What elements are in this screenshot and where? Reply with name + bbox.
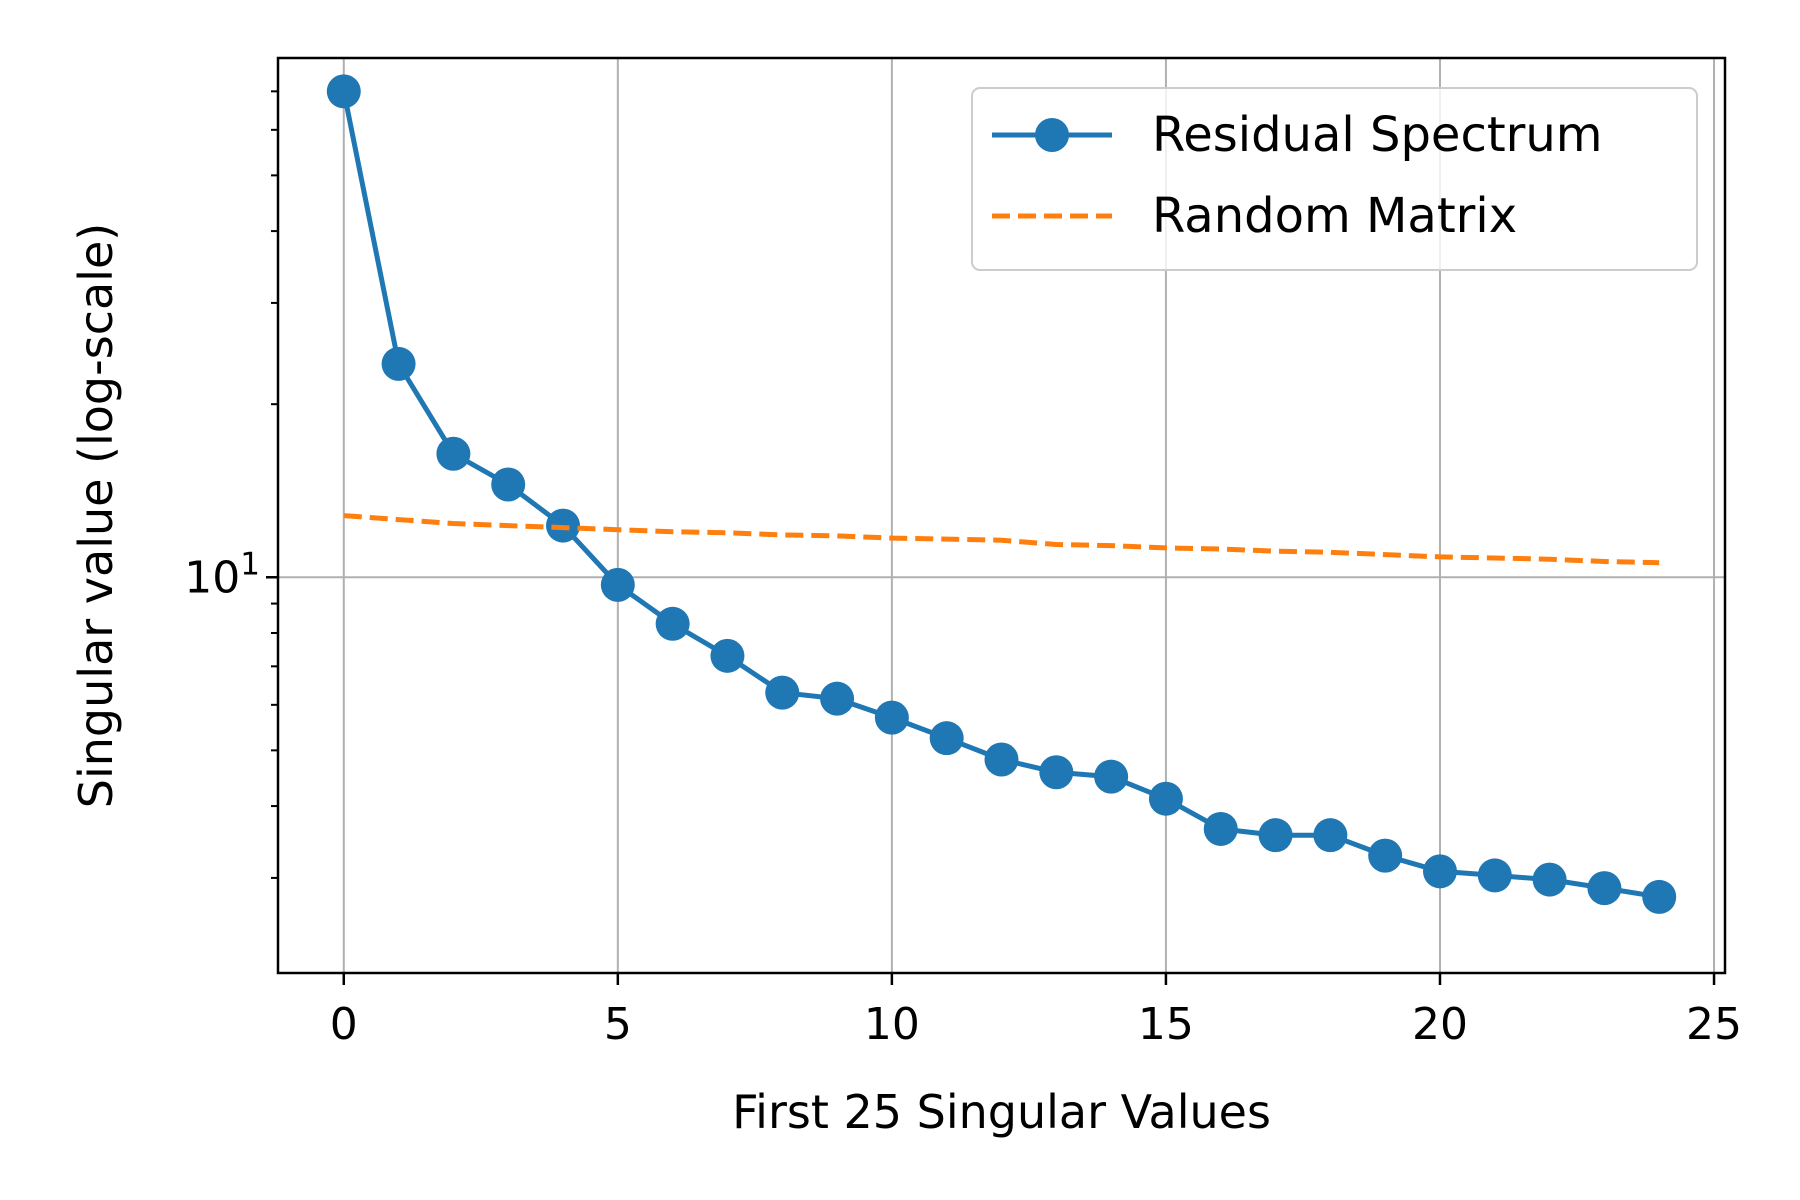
y-tick-label: 101 (184, 546, 260, 603)
data-point (1094, 759, 1129, 794)
data-point (1532, 862, 1567, 897)
data-point (1642, 879, 1677, 914)
data-point (820, 681, 855, 716)
data-point (1258, 818, 1293, 853)
data-point (326, 74, 361, 109)
x-tick-label: 10 (864, 999, 920, 1050)
data-point (1039, 755, 1074, 790)
data-point (600, 567, 635, 602)
data-point (381, 346, 416, 381)
data-point (436, 436, 471, 471)
data-point (655, 606, 690, 641)
data-point (491, 467, 526, 502)
data-point (1313, 818, 1348, 853)
x-tick-label: 5 (604, 999, 632, 1050)
x-tick-label: 0 (330, 999, 358, 1050)
data-point (984, 742, 1019, 777)
data-point (1368, 838, 1403, 873)
data-point (710, 638, 745, 673)
legend-label-residual-spectrum: Residual Spectrum (1152, 107, 1603, 163)
data-point (1422, 854, 1457, 889)
x-tick-label: 25 (1686, 999, 1742, 1050)
legend-box (971, 87, 1698, 271)
data-point (1587, 871, 1622, 906)
data-point (765, 675, 800, 710)
legend-marker-residual-spectrum (1035, 118, 1069, 152)
y-axis-label: Singular value (log-scale) (69, 223, 123, 808)
legend-label-random-matrix: Random Matrix (1152, 188, 1517, 244)
x-tick-label: 15 (1138, 999, 1194, 1050)
plot-frame (276, 56, 1727, 975)
x-tick-label: 20 (1412, 999, 1468, 1050)
data-point (1477, 858, 1512, 893)
x-axis-label: First 25 Singular Values (732, 1085, 1271, 1139)
data-point (874, 700, 909, 735)
data-point (1148, 781, 1183, 816)
data-point (929, 721, 964, 756)
series-line-random-matrix (343, 513, 1660, 566)
legend: Residual Spectrum Random Matrix (971, 87, 1698, 271)
data-point (1203, 811, 1238, 846)
plot-series (326, 74, 1677, 914)
axis-ticks: 0 5 10 15 20 25 101 (184, 90, 1742, 1050)
